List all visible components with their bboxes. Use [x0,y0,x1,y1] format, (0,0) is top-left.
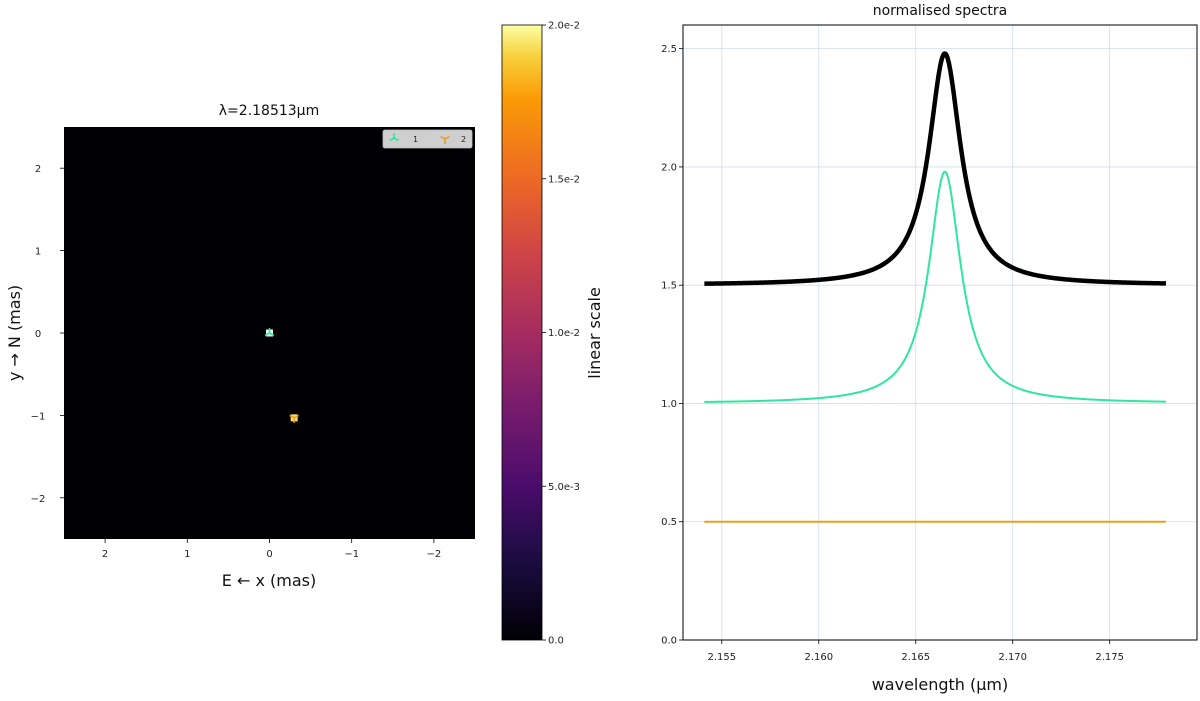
image-y-label: y → N (mas) [5,285,24,381]
spectra-y-tick-label: 1.5 [661,281,677,292]
spectra-y-tick-label: 2.5 [661,44,677,55]
spectra-axes-frame [682,24,1198,641]
legend-marker-1 [389,133,399,142]
spectra-x-tick-label: 2.165 [901,652,930,663]
source-1-marker [264,328,275,337]
image-sources [264,328,299,423]
image-x-ticks: 2 1 0 −1 −2 [102,539,441,560]
spectra-grid [683,25,1197,641]
colorbar-tick-label: 1.5e-2 [548,174,580,185]
image-y-ticks: 2 1 0 −1 −2 [31,164,64,505]
image-title: λ=2.18513μm [219,103,319,119]
legend-box [382,129,473,149]
colorbar-ticks: 0.0 5.0e-3 1.0e-2 1.5e-2 2.0e-2 [542,21,580,647]
image-y-tick-label: −1 [31,411,46,422]
legend-marker-2 [440,135,450,144]
colorbar-tick-label: 0.0 [548,636,564,647]
spectra-title: normalised spectra [873,3,1008,19]
image-x-label: E ← x (mas) [222,571,316,590]
spectra-x-tick-label: 2.175 [1095,652,1124,663]
spectra-y-tick-label: 0.0 [661,636,677,647]
colorbar-label: linear scale [585,287,604,379]
image-x-tick-label: −1 [344,549,359,560]
legend-marker-2-shape [440,135,450,144]
colorbar-tick-label: 1.0e-2 [548,328,580,339]
image-x-tick-label: −2 [427,549,442,560]
spectra-x-tick-label: 2.155 [707,652,736,663]
source-2-marker [289,414,299,423]
legend-marker-1-shape [389,133,399,142]
spectra-y-tick-label: 2.0 [661,162,677,173]
colorbar: 0.0 5.0e-3 1.0e-2 1.5e-2 2.0e-2 linear scale [501,21,604,647]
spectra-panel: normalised spectra 2.155 2.160 2.165 2.170 2… [661,3,1198,694]
image-y-tick-label: 1 [35,247,41,258]
image-legend: 1 2 [382,129,473,149]
spectra-y-tick-label: 0.5 [661,517,677,528]
image-x-tick-label: 2 [102,549,108,560]
image-panel: λ=2.18513μm 2 1 0 −1 −2 210−1−2 E ← x (mas) … [5,103,475,590]
image-x-tick-label: 0 [266,549,272,560]
spectra-y-tick-label: 1.0 [661,399,677,410]
spectra-x-tick-label: 2.170 [998,652,1027,663]
colorbar-tick-label: 2.0e-2 [548,21,580,32]
legend-label-1: 1 [413,135,418,144]
spectrum-line-2 [704,170,1166,403]
colorbar-gradient [501,24,543,641]
image-x-tick-label: 1 [184,549,190,560]
colorbar-tick-label: 5.0e-3 [548,482,580,493]
legend-label-2: 2 [461,135,466,144]
spectra-x-ticks: 2.155 2.160 2.165 2.170 2.175 [707,640,1124,663]
spectrum-line-1 [703,51,1168,286]
image-y-tick-label: 0 [35,329,41,340]
spectra-y-ticks: 0.0 0.5 1.0 1.5 2.0 2.5 [661,44,683,647]
image-y-tick-label: −2 [31,494,46,505]
spectra-x-tick-label: 2.160 [804,652,833,663]
spectra-lines [703,51,1168,523]
spectra-x-label: wavelength (μm) [872,675,1009,694]
image-y-tick-label: 2 [35,164,41,175]
